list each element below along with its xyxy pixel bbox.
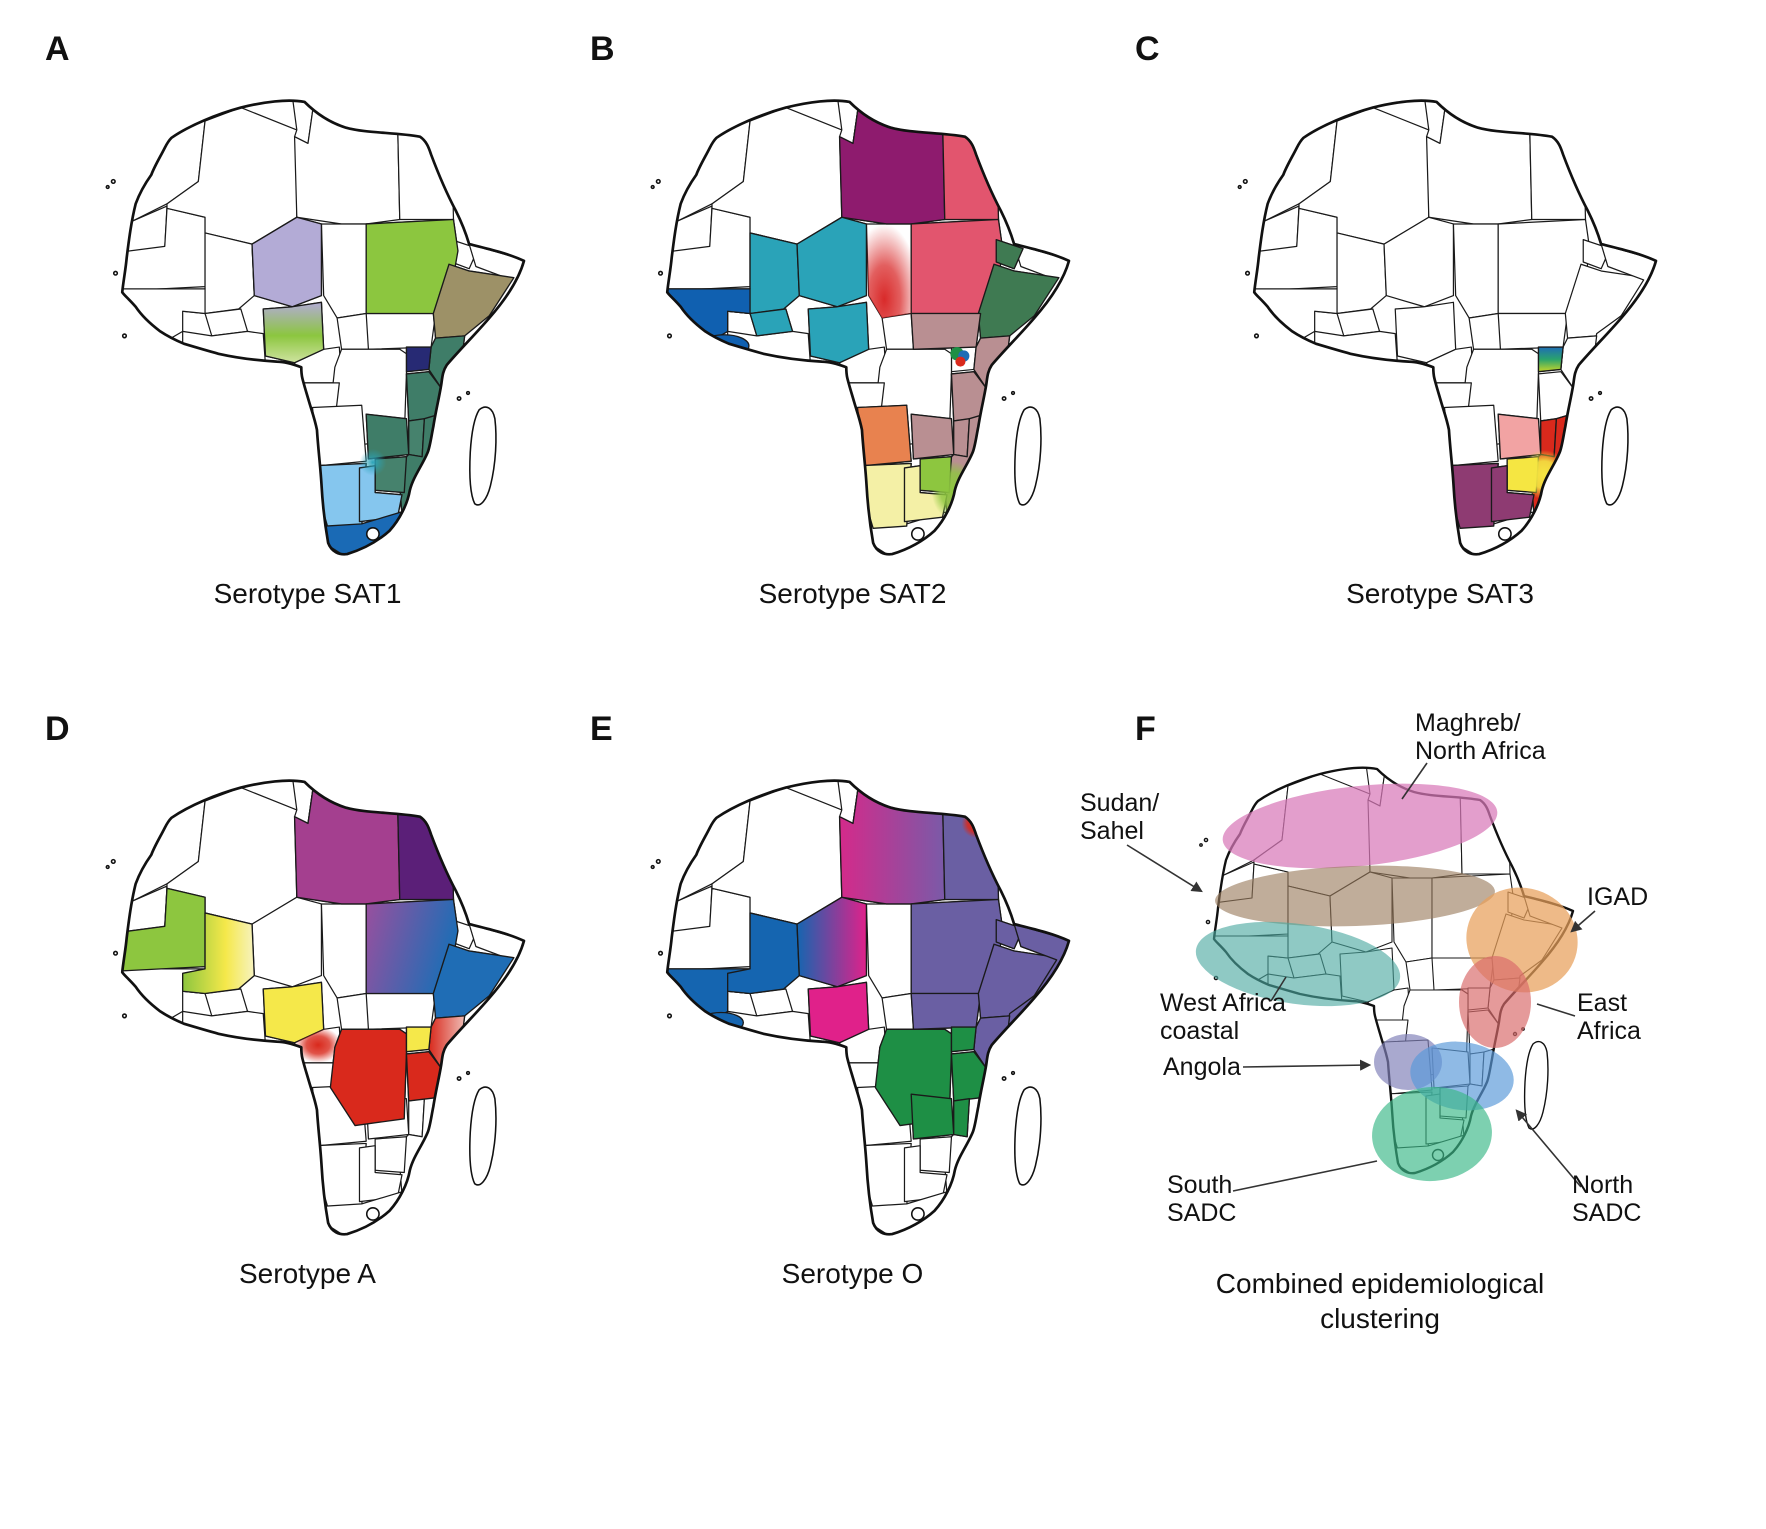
cluster-label-sudan-sahel: Sudan/ <box>1080 789 1159 817</box>
cluster-label-maghreb-2: North Africa <box>1415 737 1546 765</box>
panel-caption-line2: clustering <box>1320 1303 1440 1334</box>
cluster-west-africa-coastal <box>1195 921 1401 1007</box>
cluster-label-south-sadc-2: SADC <box>1167 1199 1236 1227</box>
figure-row-2: D <box>35 709 1755 1336</box>
figure-row-1: A <box>35 30 1755 610</box>
africa-map-serotype-a <box>105 779 525 1236</box>
panel-a: A <box>35 30 580 610</box>
panel-caption: Serotype SAT2 <box>758 578 947 609</box>
cluster-sudan-sahel <box>1215 865 1495 927</box>
panel-letter-a: A <box>45 30 70 68</box>
cluster-label-south-sadc: South <box>1167 1171 1232 1199</box>
cluster-label-east-africa-2: Africa <box>1577 1017 1641 1045</box>
panel-caption: Serotype SAT3 <box>1346 578 1534 609</box>
panel-caption-line1: Combined epidemiological <box>1215 1268 1545 1299</box>
panel-caption: Combined epidemiological clustering <box>1170 1266 1590 1336</box>
panel-f: F <box>1080 709 1755 1336</box>
panel-letter-d: D <box>45 710 70 748</box>
cluster-label-maghreb: Maghreb/ <box>1415 709 1521 737</box>
cluster-labels: Maghreb/ North Africa Sudan/ Sahel IGAD … <box>1080 709 1648 1227</box>
cluster-label-east-africa: East <box>1577 989 1627 1017</box>
panel-caption: Serotype O <box>781 1258 924 1289</box>
cluster-label-west-africa-2: coastal <box>1160 1017 1239 1045</box>
panel-caption: Serotype SAT1 <box>213 578 402 609</box>
africa-map-sat1 <box>105 99 525 556</box>
cluster-label-north-sadc: North <box>1572 1171 1633 1199</box>
cluster-label-angola: Angola <box>1163 1053 1241 1081</box>
cluster-label-igad: IGAD <box>1587 883 1648 911</box>
panel-letter-c: C <box>1135 30 1160 68</box>
africa-map-sat2 <box>650 99 1070 556</box>
panel-letter-e: E <box>590 710 613 748</box>
cluster-label-west-africa: West Africa <box>1160 989 1286 1017</box>
cluster-maghreb <box>1222 783 1498 869</box>
panel-letter-f: F <box>1135 710 1156 748</box>
cluster-east-africa <box>1459 956 1531 1048</box>
cluster-ellipses <box>1195 783 1578 1182</box>
panel-caption: Serotype A <box>239 1258 376 1289</box>
africa-map-sat3 <box>1237 99 1658 556</box>
panel-e: E <box>580 710 1125 1336</box>
panel-d: D <box>35 710 580 1336</box>
panel-letter-b: B <box>590 30 615 68</box>
panel-c: C <box>1125 30 1755 610</box>
cluster-label-north-sadc-2: SADC <box>1572 1199 1641 1227</box>
panel-b: B <box>580 30 1125 610</box>
africa-map-clustering: Maghreb/ North Africa Sudan/ Sahel IGAD … <box>1080 709 1648 1227</box>
cluster-connector-lines <box>1126 762 1596 1192</box>
africa-map-serotype-o <box>650 779 1070 1236</box>
cluster-south-sadc <box>1372 1086 1492 1182</box>
cluster-label-sudan-sahel-2: Sahel <box>1080 817 1144 845</box>
